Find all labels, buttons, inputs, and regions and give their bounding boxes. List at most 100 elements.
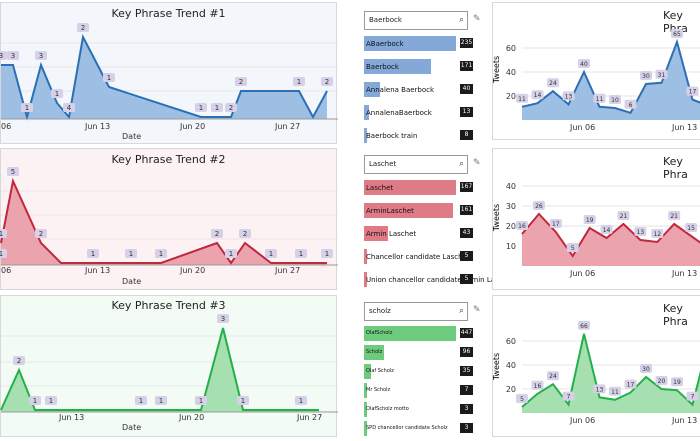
xtick: Jun 13 — [85, 122, 111, 131]
point-label-bg — [549, 219, 562, 228]
search-input[interactable]: scholz ⌕ — [364, 302, 468, 321]
point-label: 1 — [91, 250, 95, 258]
ytick: 30 — [506, 202, 516, 211]
point-label-bg — [217, 314, 229, 323]
phrase-bar[interactable]: Baerbock — [364, 59, 431, 74]
point-label: 1 — [49, 397, 53, 405]
phrase-count: 40 — [460, 84, 473, 94]
tweet-line — [521, 333, 700, 408]
point-label-bg — [686, 86, 699, 96]
ytick: 40 — [506, 182, 516, 191]
point-label-bg — [686, 391, 699, 401]
phrase-bar[interactable]: OlafScholz motto — [364, 402, 409, 417]
point-label-bg — [624, 379, 637, 389]
phrase-count: 161 — [460, 205, 473, 215]
point-label: 2 — [239, 78, 243, 86]
point-label: 2 — [325, 78, 329, 86]
eraser-icon[interactable]: ✎ — [473, 305, 481, 315]
ytick: 60 — [506, 337, 516, 346]
ytick: 40 — [506, 68, 516, 77]
point-label: 1 — [55, 90, 59, 98]
point-label-bg — [593, 93, 606, 103]
phrase-bar[interactable]: Olaf Scholz — [364, 364, 394, 379]
point-label-bg — [634, 227, 647, 236]
point-label: 1 — [325, 250, 329, 258]
phrase-bar[interactable]: Chancellor candidate Laschet — [364, 249, 470, 264]
phrase-bar[interactable]: OlafScholz — [364, 326, 456, 341]
xlabel: Date — [122, 277, 142, 286]
point-label: 11 — [611, 389, 619, 396]
phrase-bar[interactable]: Annalena Baerbock — [364, 82, 434, 97]
phrase-label: Armin Laschet — [366, 230, 417, 238]
phrase-label: Scholz — [366, 349, 383, 355]
point-label: 17 — [552, 221, 560, 228]
trend-panel-2: Key Phrase Trend #2 06 Jun 13 Jun 20 Jun… — [0, 148, 338, 290]
eraser-icon[interactable]: ✎ — [473, 14, 481, 24]
phrase-count: 35 — [460, 366, 473, 376]
phrase-label: Chancellor candidate Laschet — [366, 253, 470, 261]
xtick: Jun 27 — [297, 413, 323, 422]
point-label-bg — [155, 396, 167, 405]
point-label: 19 — [673, 379, 681, 386]
point-label-bg — [295, 249, 307, 258]
phrase-bar[interactable]: ABaerbock — [364, 36, 456, 51]
point-label-bg — [225, 103, 237, 112]
point-label-bg — [671, 29, 683, 38]
point-label-bg — [566, 243, 579, 252]
point-label: 30 — [642, 366, 650, 373]
point-label-bg — [35, 51, 47, 60]
phrase-bar[interactable]: SPD chancellor candidate Scholz — [364, 421, 448, 436]
phrase-bar[interactable]: ArminLaschet — [364, 203, 453, 218]
point-label: 24 — [549, 80, 557, 87]
point-label: 13 — [637, 229, 645, 236]
phrase-bar[interactable]: AnnalenaBaerbock — [364, 105, 432, 120]
search-input[interactable]: Laschet ⌕ — [364, 155, 468, 174]
phrase-bar[interactable]: Baerbock train — [364, 128, 417, 143]
point-label: 2 — [17, 357, 21, 365]
xtick: Jun 13 — [671, 269, 697, 278]
ytick: 40 — [506, 361, 516, 370]
point-label-bg — [578, 59, 590, 68]
point-label: 24 — [549, 373, 557, 380]
point-label-bg — [600, 225, 613, 234]
search-icon[interactable]: ⌕ — [458, 159, 464, 169]
phrase-count: 3 — [460, 404, 473, 414]
point-label: 2 — [39, 230, 43, 238]
point-label-bg — [516, 93, 528, 103]
search-input[interactable]: Baerbock ⌕ — [364, 11, 468, 30]
phrase-bar[interactable]: Mr Scholz — [364, 383, 390, 398]
xtick: Jun 20 — [179, 413, 205, 422]
phrase-bar[interactable]: Armin Laschet — [364, 226, 416, 241]
point-label-bg — [125, 249, 137, 258]
xtick: Jun 20 — [180, 266, 206, 275]
point-label: 40 — [580, 61, 588, 68]
point-label-bg — [655, 376, 668, 385]
phrase-bar[interactable]: Laschet — [364, 180, 456, 195]
search-icon[interactable]: ⌕ — [458, 15, 464, 25]
point-label-bg — [583, 215, 596, 224]
point-label: 3 — [39, 52, 43, 60]
search-icon[interactable]: ⌕ — [458, 306, 464, 316]
point-label: 11 — [518, 96, 526, 103]
eraser-icon[interactable]: ✎ — [473, 158, 481, 168]
point-label-bg — [516, 394, 528, 403]
point-label: 1 — [107, 74, 111, 82]
tweet-area — [522, 42, 700, 120]
point-label: 1 — [25, 104, 29, 112]
point-label: 1 — [0, 230, 3, 238]
phrase-bar[interactable]: Scholz — [364, 345, 384, 360]
phrase-label: Union chancellor candidate Armin Laschet — [366, 276, 515, 284]
point-label: 5 — [571, 245, 575, 252]
xtick: 06 — [1, 122, 12, 131]
tweet-panel-2: Key Phra Tweets — [492, 148, 700, 290]
search-input-value: Baerbock — [369, 16, 402, 24]
point-label-bg — [321, 249, 333, 258]
phrase-bar[interactable]: Union chancellor candidate Armin Laschet — [364, 272, 514, 287]
point-label: 15 — [687, 225, 695, 232]
point-label-bg — [77, 23, 89, 32]
phrase-label: Laschet — [366, 184, 394, 192]
point-label: 6 — [629, 102, 633, 109]
xtick: 06 — [1, 266, 12, 275]
